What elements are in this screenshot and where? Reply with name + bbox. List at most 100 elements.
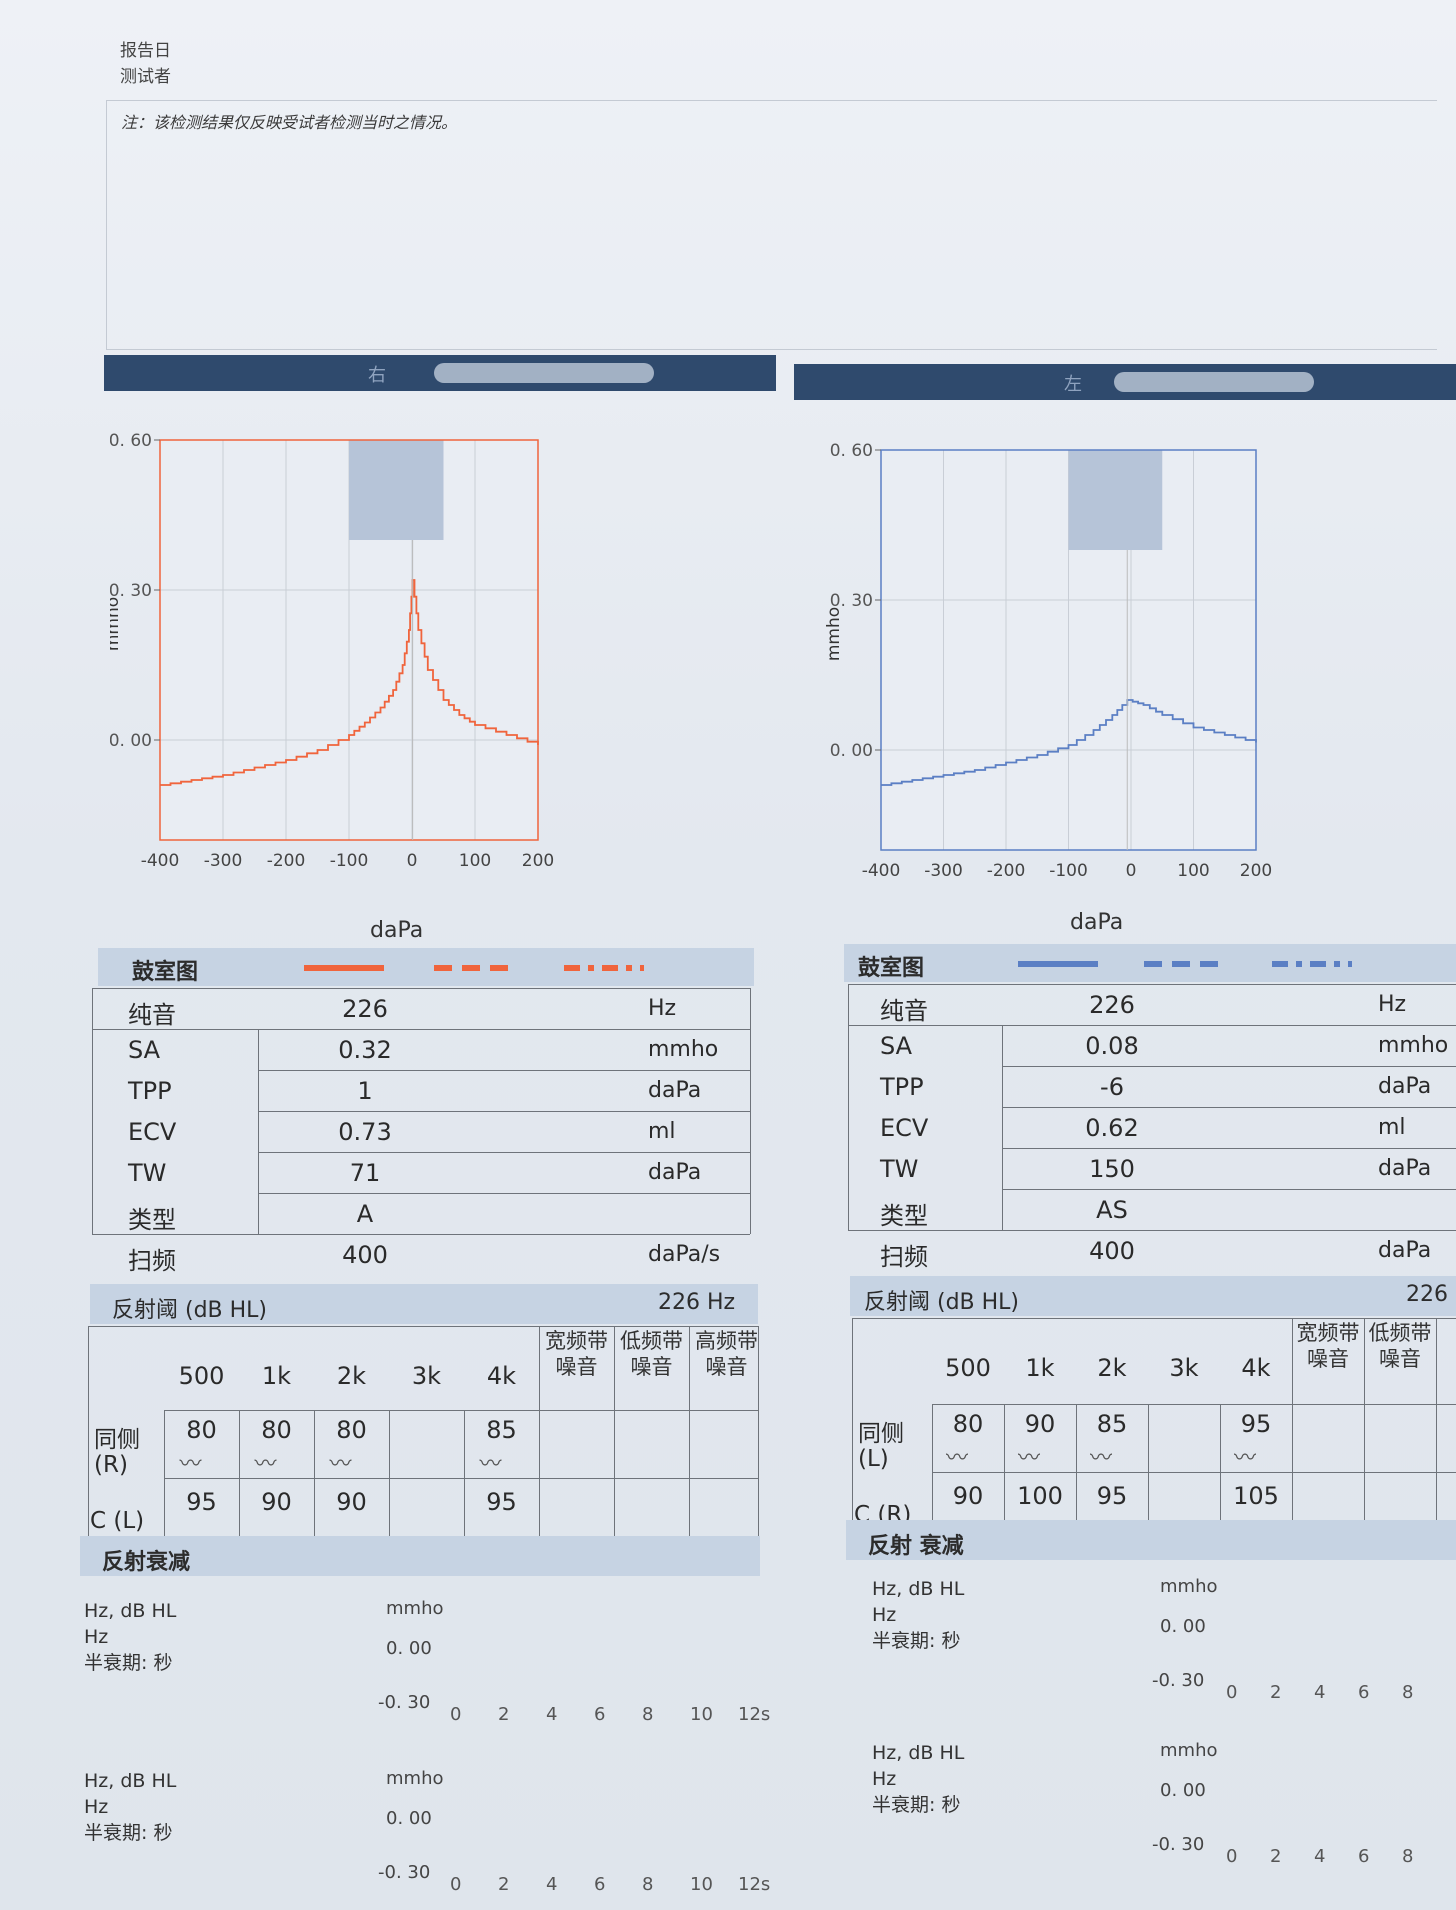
tymp-row-unit: daPa (1378, 1074, 1432, 1099)
x-tick-label: -200 (987, 861, 1026, 881)
y-tick-label: 0. 60 (110, 431, 152, 451)
decay-x-tick: 6 (1358, 1682, 1370, 1703)
tymp-row-unit: mmho (1378, 1033, 1449, 1058)
row-divider (848, 1025, 1456, 1026)
table-border-bottom (92, 1234, 750, 1235)
table-border-left (92, 988, 93, 1234)
reflex-freq-header: 3k (411, 1362, 442, 1390)
reflex-title: 反射阈 (dB HL) (864, 1290, 1020, 1315)
reflex-header-divider (164, 1410, 758, 1411)
reflex-col-divider (1436, 1318, 1437, 1540)
reflex-ipsi-value: 80 (261, 1416, 292, 1444)
ear-side-label: 左 (1064, 374, 1082, 395)
reflex-freq-header: 2k (336, 1362, 367, 1390)
row-divider (258, 1152, 750, 1153)
reflex-contra-value: 95 (1096, 1482, 1128, 1510)
decay-x-tick: 12s (738, 1704, 771, 1725)
reflex-ipsi-value: 85 (486, 1416, 517, 1444)
tymp-row-label: ECV (880, 1114, 929, 1142)
reflex-band-header: 高频带噪音 (695, 1329, 758, 1379)
decay-x-tick: 8 (642, 1704, 654, 1725)
decay-label: Hz (84, 1626, 109, 1648)
reflex-freq-header: 1k (1025, 1354, 1055, 1382)
reflex-contra-value: 100 (1017, 1482, 1063, 1510)
reflex-wave-icon: 〰 (1234, 1446, 1257, 1471)
reflex-col-divider (1292, 1318, 1293, 1540)
table-border-bottom (848, 1230, 1456, 1231)
decay-x-tick: 2 (498, 1704, 510, 1725)
decay-x-tick: 0 (1226, 1846, 1238, 1867)
reflex-freq-header: 500 (945, 1354, 991, 1382)
reflex-wave-icon: 〰 (479, 1452, 502, 1477)
reflex-ipsi-value: 80 (336, 1416, 367, 1444)
decay-label: Hz, dB HL (84, 1770, 177, 1792)
reflex-col-divider (689, 1326, 690, 1546)
decay-x-tick: 2 (1270, 1846, 1282, 1867)
decay-label: 半衰期: 秒 (84, 1822, 173, 1844)
row-divider (92, 1029, 750, 1030)
reflex-contra-value: 95 (486, 1488, 517, 1516)
decay-section-bar: 反射 衰减 (846, 1520, 1456, 1560)
reflex-border-top (852, 1318, 1456, 1319)
reflex-band-header: 高 (1438, 1320, 1456, 1346)
x-tick-label: 0 (1126, 861, 1137, 881)
decay-label: Hz (872, 1768, 897, 1790)
tymp-row-label: ECV (128, 1118, 177, 1146)
tymp-row-value: 0.08 (1085, 1032, 1139, 1060)
left-ear-banner: 左 (794, 364, 1456, 400)
tymp-row-label: TW (880, 1155, 919, 1183)
decay-unit-label: mmho (1160, 1576, 1218, 1597)
decay-x-tick: 10 (690, 1704, 713, 1725)
reflex-col-divider (614, 1326, 615, 1546)
reflex-border-left (88, 1326, 89, 1546)
reflex-frequency: 226 (1406, 1282, 1448, 1307)
row-divider (1002, 1148, 1456, 1149)
tymp-row-label: 纯音 (880, 997, 928, 1025)
row-divider (258, 1193, 750, 1194)
tymp-row-unit: daPa (648, 1078, 702, 1103)
legend-dashed-line (1144, 961, 1224, 967)
decay-label: Hz, dB HL (84, 1600, 177, 1622)
ear-side-label: 右 (368, 365, 386, 386)
table-border-top (92, 988, 750, 989)
tymp-row-value: 1 (357, 1077, 373, 1105)
decay-x-tick: 4 (546, 1704, 558, 1725)
tymp-row-unit: ml (648, 1119, 676, 1144)
reflex-col-divider (239, 1410, 240, 1546)
tymp-row-value: 71 (349, 1159, 381, 1187)
x-tick-label: -300 (924, 861, 963, 881)
tympanogram-chart-right: 0. 60 0. 30 0. 00 -400 -300 -200 -100 0 100 200 mm… (110, 431, 554, 871)
reflex-band-header: 宽频带噪音 (545, 1329, 608, 1379)
reflex-section-bar: 反射阈 (dB HL) 226 (850, 1276, 1456, 1316)
row-divider (258, 1111, 750, 1112)
reflex-freq-header: 3k (1169, 1354, 1199, 1382)
tymp-row-value: A (356, 1200, 374, 1228)
x-axis-label: daPa (1070, 910, 1124, 935)
y-tick-label: 0. 00 (110, 731, 152, 751)
y-tick-label: 0. 00 (830, 741, 873, 761)
decay-label: 半衰期: 秒 (872, 1630, 961, 1652)
tymp-section-bar: 鼓室图 (98, 948, 754, 986)
reflex-col-divider (1364, 1318, 1365, 1540)
decay-section-bar: 反射衰减 (80, 1536, 760, 1576)
normal-range-box (1068, 450, 1163, 550)
right-ear-panel: 右 0. 60 0. 30 0. 00 -400 -300 -200 -100 0 100 200… (80, 355, 776, 1895)
reflex-wave-icon: 〰 (329, 1452, 352, 1477)
tympanogram-chart-left: 0. 60 0. 30 0. 00 -400 -300 -200 -100 0 100 200 mm… (826, 441, 1272, 881)
tymp-section-bar: 鼓室图 (844, 944, 1456, 982)
y-tick-label: 0. 60 (830, 441, 873, 461)
reflex-col-divider (932, 1404, 933, 1540)
decay-label: 半衰期: 秒 (872, 1794, 961, 1816)
tymp-row-value: -6 (1100, 1073, 1124, 1101)
reflex-ipsi-value: 80 (186, 1416, 217, 1444)
reflex-freq-header: 1k (261, 1362, 292, 1390)
reflex-ipsi-value: 85 (1096, 1410, 1128, 1438)
reflex-ipsi-value: 90 (1024, 1410, 1056, 1438)
tymp-row-label: SA (880, 1032, 913, 1060)
reflex-section-bar: 反射阈 (dB HL) 226 Hz (90, 1284, 758, 1324)
reflex-contra-value: 90 (336, 1488, 367, 1516)
x-tick-label: 200 (1240, 861, 1272, 881)
reflex-contra-value: 105 (1233, 1482, 1279, 1510)
decay-label: 半衰期: 秒 (84, 1652, 173, 1674)
tymp-row-label: 类型 (128, 1206, 176, 1234)
